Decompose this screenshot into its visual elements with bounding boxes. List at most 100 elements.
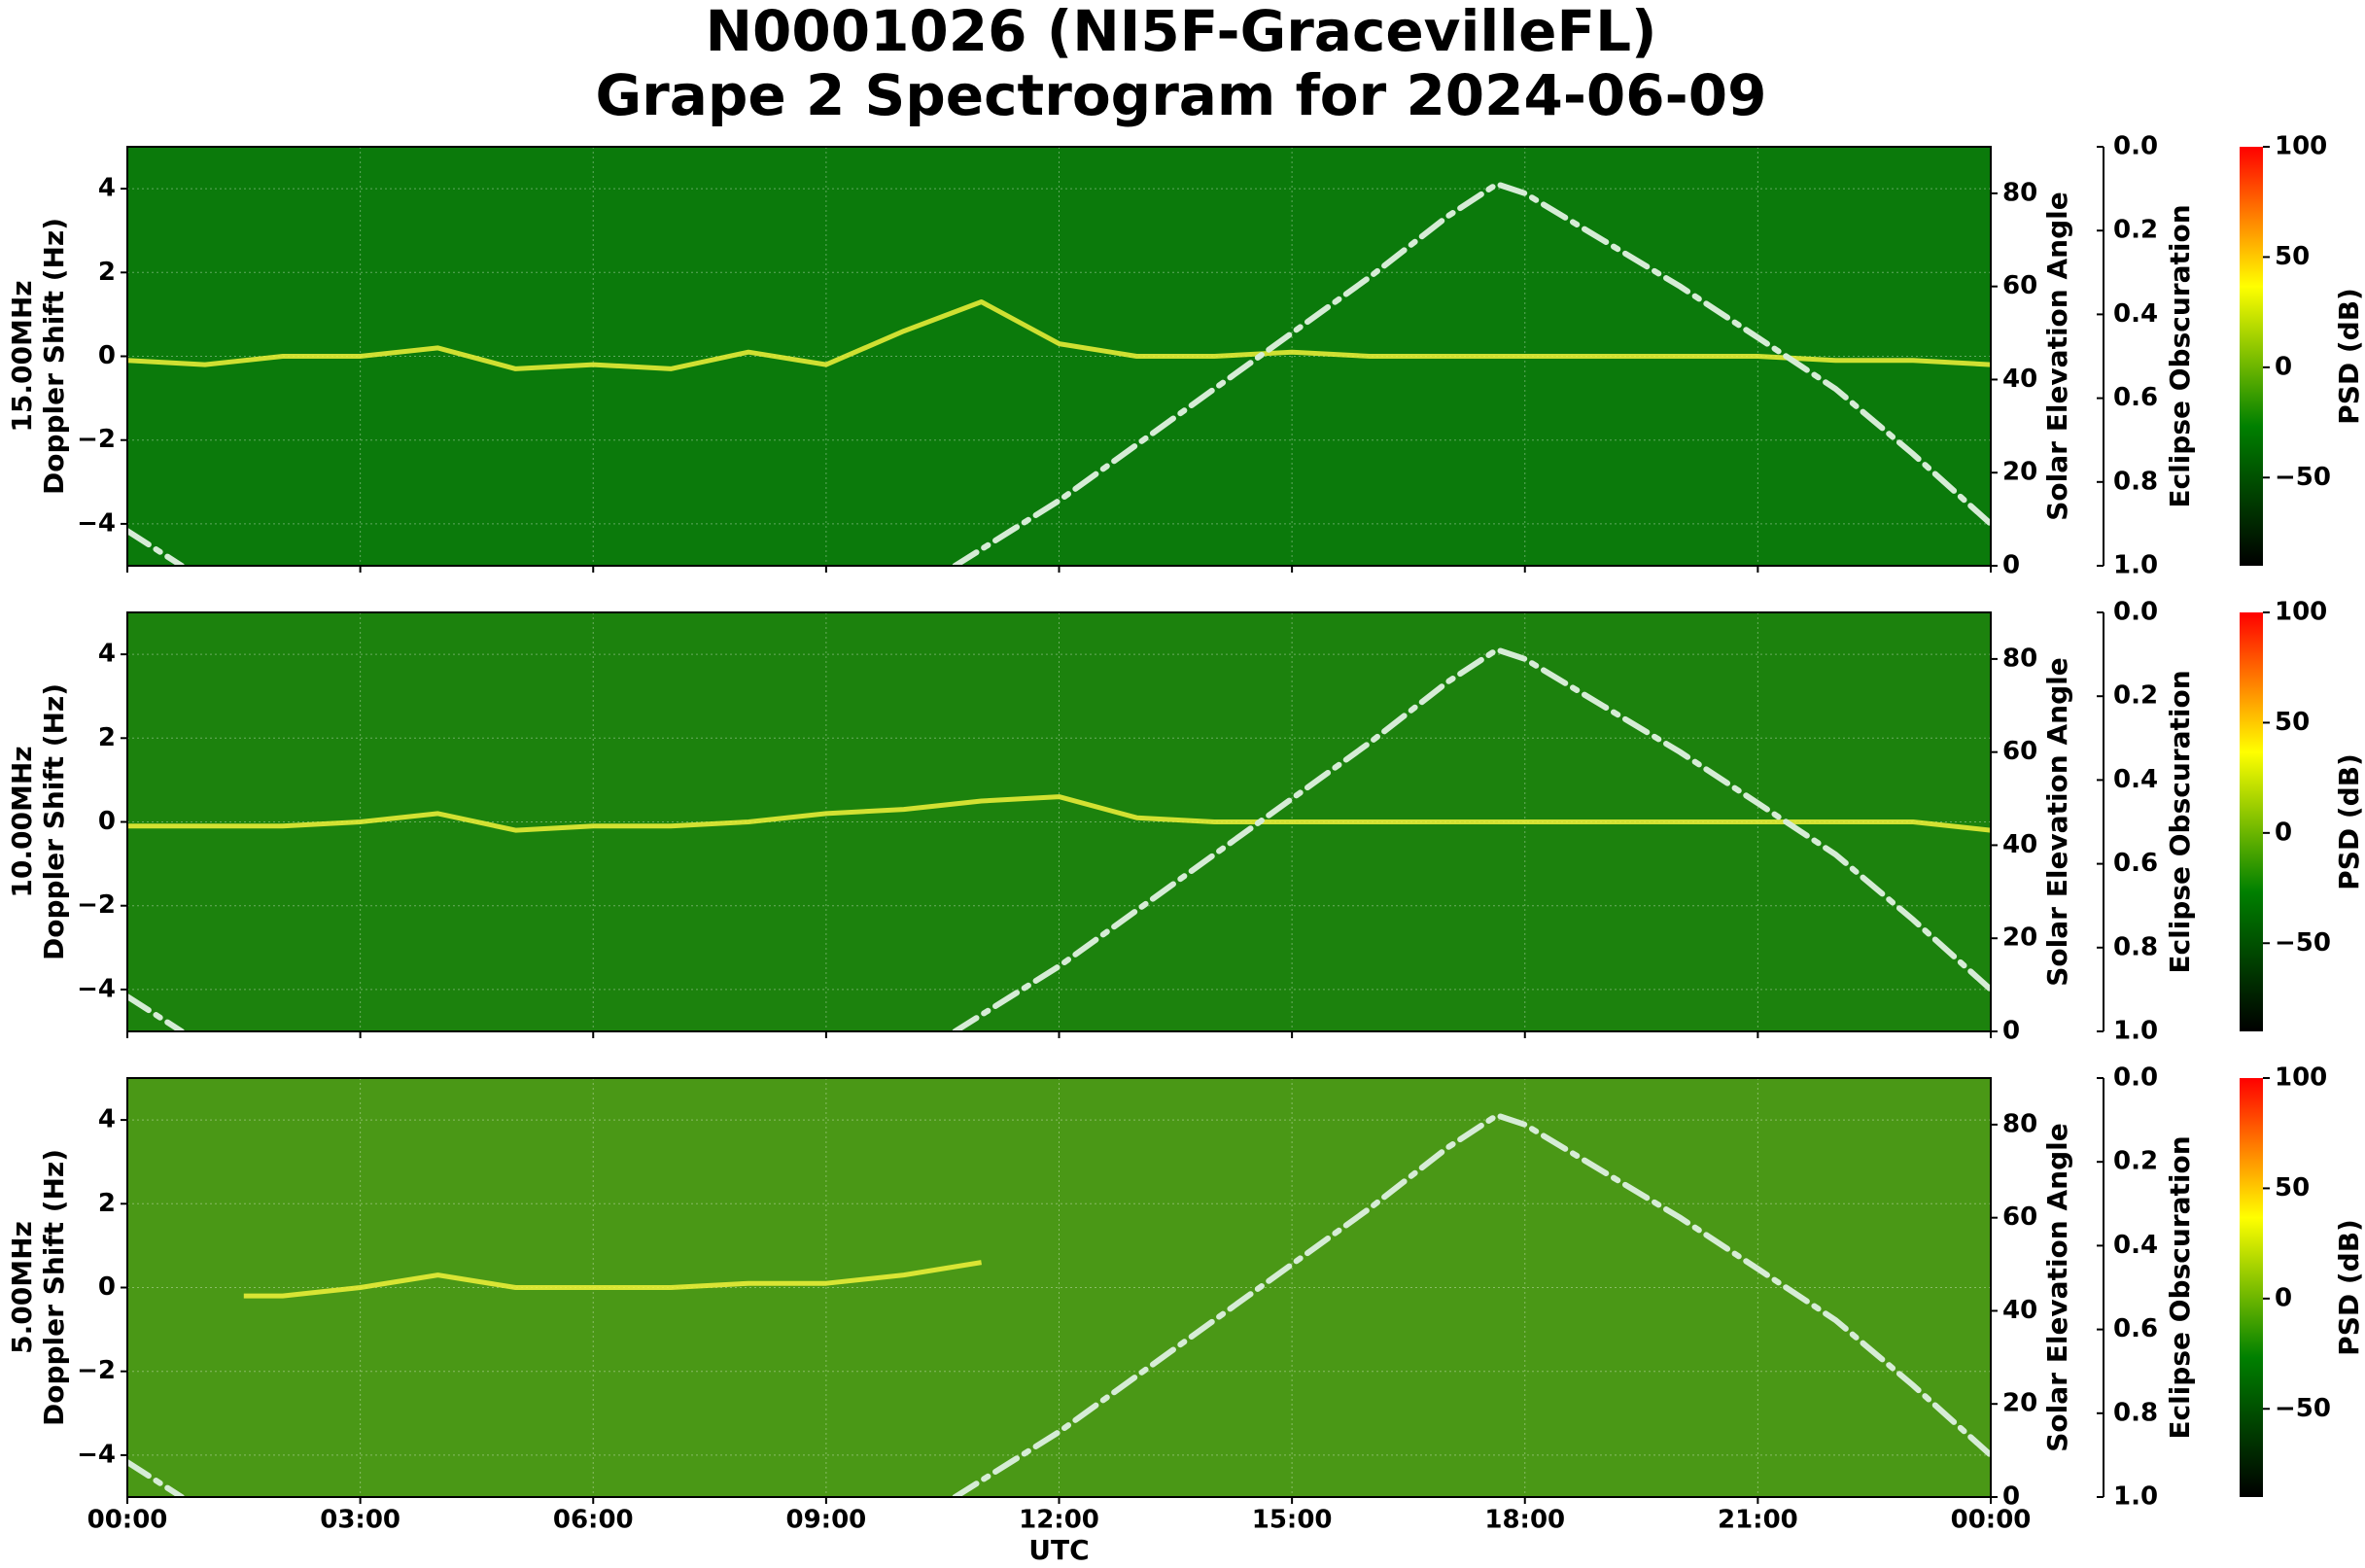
y2-axis-label: Solar Elevation Angle	[2041, 192, 2073, 520]
eclipse-tick-label: 0.2	[2113, 1147, 2158, 1176]
y2-tick-label: 80	[2002, 178, 2037, 207]
y-axis-label: Doppler Shift (Hz)	[38, 683, 70, 960]
y-axis-label: Doppler Shift (Hz)	[38, 218, 70, 495]
y-tick-label: 4	[98, 174, 116, 203]
y-axis-label: 10.00MHz	[6, 746, 38, 897]
x-tick-label: 06:00	[553, 1506, 634, 1535]
x-tick-label: 12:00	[1019, 1506, 1099, 1535]
eclipse-axis-label: Eclipse Obscuration	[2164, 1135, 2196, 1439]
y-tick-label: −4	[77, 974, 116, 1003]
colorbar	[2240, 612, 2263, 1031]
colorbar-tick-label: 100	[2275, 132, 2327, 161]
eclipse-tick-label: 0.4	[2113, 1231, 2158, 1260]
plot-area	[127, 612, 1991, 1031]
y2-tick-label: 40	[2002, 830, 2037, 859]
eclipse-axis-label: Eclipse Obscuration	[2164, 204, 2196, 507]
eclipse-tick-label: 0.4	[2113, 765, 2158, 794]
y-tick-label: −4	[77, 1440, 116, 1469]
title-line: Grape 2 Spectrogram for 2024-06-09	[596, 62, 1767, 128]
colorbar-tick-label: 50	[2275, 1173, 2310, 1202]
eclipse-tick-label: 1.0	[2113, 1017, 2158, 1046]
doppler-trace	[243, 1260, 983, 1299]
eclipse-tick-label: 0.4	[2113, 299, 2158, 329]
colorbar-tick-label: 50	[2275, 242, 2310, 271]
y-tick-label: −2	[77, 1356, 116, 1385]
y2-tick-label: 20	[2002, 1389, 2037, 1418]
colorbar-tick-label: 50	[2275, 708, 2310, 737]
x-tick-label: 00:00	[87, 1506, 168, 1535]
elevation-line	[127, 645, 1991, 1031]
y2-tick-label: 60	[2002, 737, 2037, 766]
colorbar-tick-label: −50	[2275, 1394, 2331, 1423]
colorbar-tick-label: 100	[2275, 1063, 2327, 1093]
y-tick-label: −4	[77, 508, 116, 538]
y2-tick-label: 40	[2002, 1296, 2037, 1325]
y2-tick-label: 0	[2002, 1017, 2020, 1046]
y-tick-label: 0	[98, 341, 116, 370]
eclipse-tick-label: 0.0	[2113, 132, 2158, 161]
x-tick-label: 03:00	[320, 1506, 400, 1535]
y-tick-label: −2	[77, 425, 116, 454]
plot-area	[127, 147, 1991, 566]
colorbar-tick-label: 0	[2275, 818, 2292, 847]
eclipse-tick-label: 0.0	[2113, 1063, 2158, 1093]
eclipse-tick-label: 0.8	[2113, 1398, 2158, 1427]
y2-tick-label: 80	[2002, 644, 2037, 673]
elevation-line	[127, 1111, 1991, 1497]
eclipse-tick-label: 0.2	[2113, 216, 2158, 245]
x-tick-label: 00:00	[1951, 1506, 2032, 1535]
colorbar	[2240, 1078, 2263, 1497]
y-tick-label: 2	[98, 1189, 116, 1218]
colorbar-label: PSD (dB)	[2333, 288, 2365, 425]
eclipse-tick-label: 0.6	[2113, 849, 2158, 878]
y-tick-label: 2	[98, 723, 116, 752]
eclipse-axis-label: Eclipse Obscuration	[2164, 670, 2196, 973]
doppler-trace	[127, 299, 1991, 371]
y2-tick-label: 20	[2002, 458, 2037, 487]
eclipse-tick-label: 0.6	[2113, 383, 2158, 412]
colorbar-label: PSD (dB)	[2333, 1219, 2365, 1356]
y-tick-label: 4	[98, 1105, 116, 1134]
y-axis-label: 15.00MHz	[6, 280, 38, 432]
colorbar-tick-label: −50	[2275, 463, 2331, 492]
eclipse-tick-label: 0.2	[2113, 681, 2158, 711]
colorbar	[2240, 147, 2263, 566]
plot-background	[127, 1078, 1991, 1497]
x-tick-label: 18:00	[1484, 1506, 1565, 1535]
plot-area	[127, 1078, 1991, 1497]
colorbar-tick-label: 0	[2275, 1283, 2292, 1312]
y2-tick-label: 60	[2002, 1202, 2037, 1232]
x-tick-label: 21:00	[1718, 1506, 1798, 1535]
elevation-line	[127, 180, 1991, 566]
y2-tick-label: 80	[2002, 1109, 2037, 1138]
eclipse-tick-label: 1.0	[2113, 1482, 2158, 1512]
y-axis-label: Doppler Shift (Hz)	[38, 1149, 70, 1426]
colorbar-label: PSD (dB)	[2333, 753, 2365, 890]
colorbar-tick-label: −50	[2275, 928, 2331, 958]
y2-tick-label: 40	[2002, 365, 2037, 394]
y-axis-label: 5.00MHz	[6, 1221, 38, 1354]
y2-tick-label: 60	[2002, 271, 2037, 300]
y-tick-label: 0	[98, 807, 116, 836]
y2-tick-label: 20	[2002, 923, 2037, 953]
eclipse-tick-label: 0.0	[2113, 598, 2158, 627]
doppler-trace	[127, 794, 1991, 833]
colorbar-tick-label: 0	[2275, 352, 2292, 381]
eclipse-tick-label: 0.8	[2113, 932, 2158, 961]
title-line: N0001026 (NI5F-GracevilleFL)	[705, 0, 1656, 64]
x-tick-label: 09:00	[785, 1506, 866, 1535]
y-tick-label: 2	[98, 258, 116, 287]
y2-axis-label: Solar Elevation Angle	[2041, 1123, 2073, 1451]
eclipse-tick-label: 0.8	[2113, 467, 2158, 496]
y2-tick-label: 0	[2002, 551, 2020, 580]
colorbar-tick-label: 100	[2275, 598, 2327, 627]
y-tick-label: 0	[98, 1272, 116, 1302]
x-axis-label: UTC	[1028, 1534, 1089, 1566]
eclipse-tick-label: 1.0	[2113, 551, 2158, 580]
y2-axis-label: Solar Elevation Angle	[2041, 657, 2073, 986]
y-tick-label: −2	[77, 890, 116, 920]
y-tick-label: 4	[98, 640, 116, 669]
y2-tick-label: 0	[2002, 1482, 2020, 1512]
